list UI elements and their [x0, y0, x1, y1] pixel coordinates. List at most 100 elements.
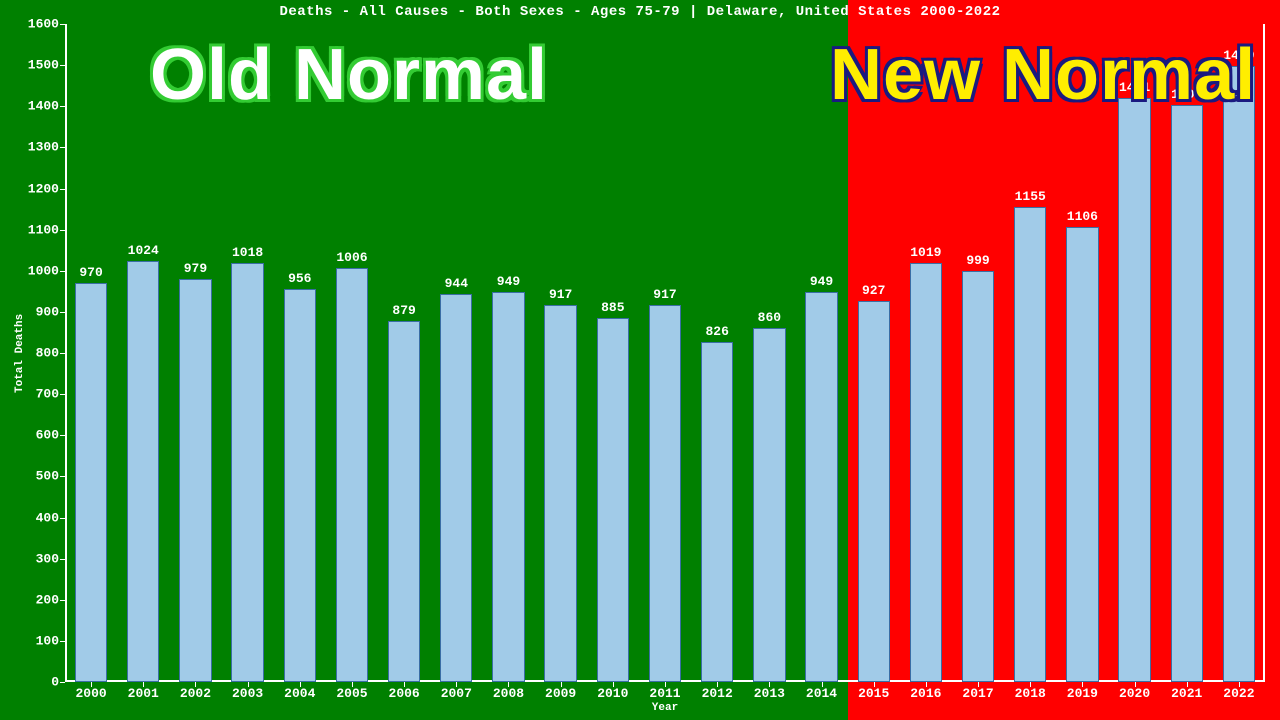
y-tick-label: 1000: [28, 263, 59, 278]
y-tick-mark: [60, 65, 65, 66]
bar: [127, 261, 159, 682]
bar-value-label: 1024: [128, 243, 159, 258]
bar: [75, 283, 107, 682]
bar: [805, 292, 837, 682]
y-tick-label: 500: [36, 469, 59, 484]
y-tick-label: 900: [36, 304, 59, 319]
y-tick-mark: [60, 682, 65, 683]
x-tick-label: 2015: [858, 686, 889, 701]
x-tick-label: 2020: [1119, 686, 1150, 701]
x-tick-mark: [1135, 682, 1136, 687]
x-tick-mark: [143, 682, 144, 687]
bar-value-label: 949: [810, 274, 833, 289]
x-tick-label: 2000: [75, 686, 106, 701]
bar: [284, 289, 316, 682]
bar-value-label: 1018: [232, 245, 263, 260]
x-tick-label: 2014: [806, 686, 837, 701]
y-tick-label: 1600: [28, 17, 59, 32]
y-axis-label: Total Deaths: [14, 314, 26, 393]
x-tick-mark: [926, 682, 927, 687]
bar: [1014, 207, 1046, 682]
bar-value-label: 999: [966, 253, 989, 268]
bar: [910, 263, 942, 682]
x-tick-mark: [1239, 682, 1240, 687]
bar-value-label: 1019: [910, 245, 941, 260]
y-tick-mark: [60, 24, 65, 25]
plot-area: 0100200300400500600700800900100011001200…: [65, 24, 1265, 682]
x-tick-label: 2008: [493, 686, 524, 701]
bar-value-label: 970: [79, 265, 102, 280]
bar: [701, 342, 733, 682]
x-tick-mark: [769, 682, 770, 687]
bar: [753, 328, 785, 682]
y-tick-mark: [60, 312, 65, 313]
bar-value-label: 917: [653, 287, 676, 302]
bar-value-label: 885: [601, 300, 624, 315]
y-tick-label: 1400: [28, 99, 59, 114]
x-tick-mark: [822, 682, 823, 687]
overlay-annotation: New Normal: [830, 34, 1256, 116]
y-tick-label: 1200: [28, 181, 59, 196]
y-tick-mark: [60, 271, 65, 272]
x-axis-label: Year: [65, 702, 1265, 714]
bar: [231, 263, 263, 682]
y-tick-label: 600: [36, 428, 59, 443]
y-tick-mark: [60, 641, 65, 642]
bar-value-label: 949: [497, 274, 520, 289]
y-tick-mark: [60, 394, 65, 395]
x-tick-label: 2007: [441, 686, 472, 701]
x-tick-mark: [1030, 682, 1031, 687]
x-tick-mark: [1187, 682, 1188, 687]
overlay-annotation: Old Normal: [150, 34, 548, 116]
x-tick-mark: [613, 682, 614, 687]
chart-title: Deaths - All Causes - Both Sexes - Ages …: [0, 4, 1280, 20]
y-tick-label: 700: [36, 387, 59, 402]
bar: [597, 318, 629, 682]
x-tick-mark: [508, 682, 509, 687]
x-tick-label: 2016: [910, 686, 941, 701]
y-tick-mark: [60, 600, 65, 601]
x-tick-label: 2004: [284, 686, 315, 701]
y-tick-mark: [60, 476, 65, 477]
x-tick-mark: [248, 682, 249, 687]
y-tick-label: 1100: [28, 222, 59, 237]
x-tick-label: 2009: [545, 686, 576, 701]
bar-value-label: 860: [758, 310, 781, 325]
x-tick-label: 2011: [649, 686, 680, 701]
y-tick-label: 0: [51, 675, 59, 690]
bar: [388, 321, 420, 682]
x-tick-mark: [1082, 682, 1083, 687]
y-tick-mark: [60, 559, 65, 560]
x-tick-label: 2002: [180, 686, 211, 701]
bar-value-label: 927: [862, 283, 885, 298]
x-tick-label: 2017: [962, 686, 993, 701]
x-tick-label: 2003: [232, 686, 263, 701]
bar: [179, 279, 211, 682]
y-tick-label: 1300: [28, 140, 59, 155]
x-tick-mark: [195, 682, 196, 687]
x-tick-mark: [561, 682, 562, 687]
bar-value-label: 1006: [336, 250, 367, 265]
bar-value-label: 826: [705, 324, 728, 339]
x-tick-label: 2001: [128, 686, 159, 701]
x-tick-mark: [352, 682, 353, 687]
x-tick-mark: [665, 682, 666, 687]
x-tick-label: 2012: [702, 686, 733, 701]
x-tick-mark: [717, 682, 718, 687]
y-tick-label: 200: [36, 592, 59, 607]
y-tick-mark: [60, 230, 65, 231]
y-axis-line-right: [1263, 24, 1265, 682]
y-tick-mark: [60, 147, 65, 148]
bar-value-label: 917: [549, 287, 572, 302]
y-tick-mark: [60, 189, 65, 190]
x-tick-mark: [91, 682, 92, 687]
x-tick-mark: [300, 682, 301, 687]
bar-value-label: 1155: [1015, 189, 1046, 204]
x-tick-label: 2006: [389, 686, 420, 701]
x-tick-label: 2022: [1223, 686, 1254, 701]
x-tick-label: 2010: [597, 686, 628, 701]
y-tick-mark: [60, 435, 65, 436]
x-tick-mark: [404, 682, 405, 687]
x-tick-mark: [978, 682, 979, 687]
bar-value-label: 1106: [1067, 209, 1098, 224]
